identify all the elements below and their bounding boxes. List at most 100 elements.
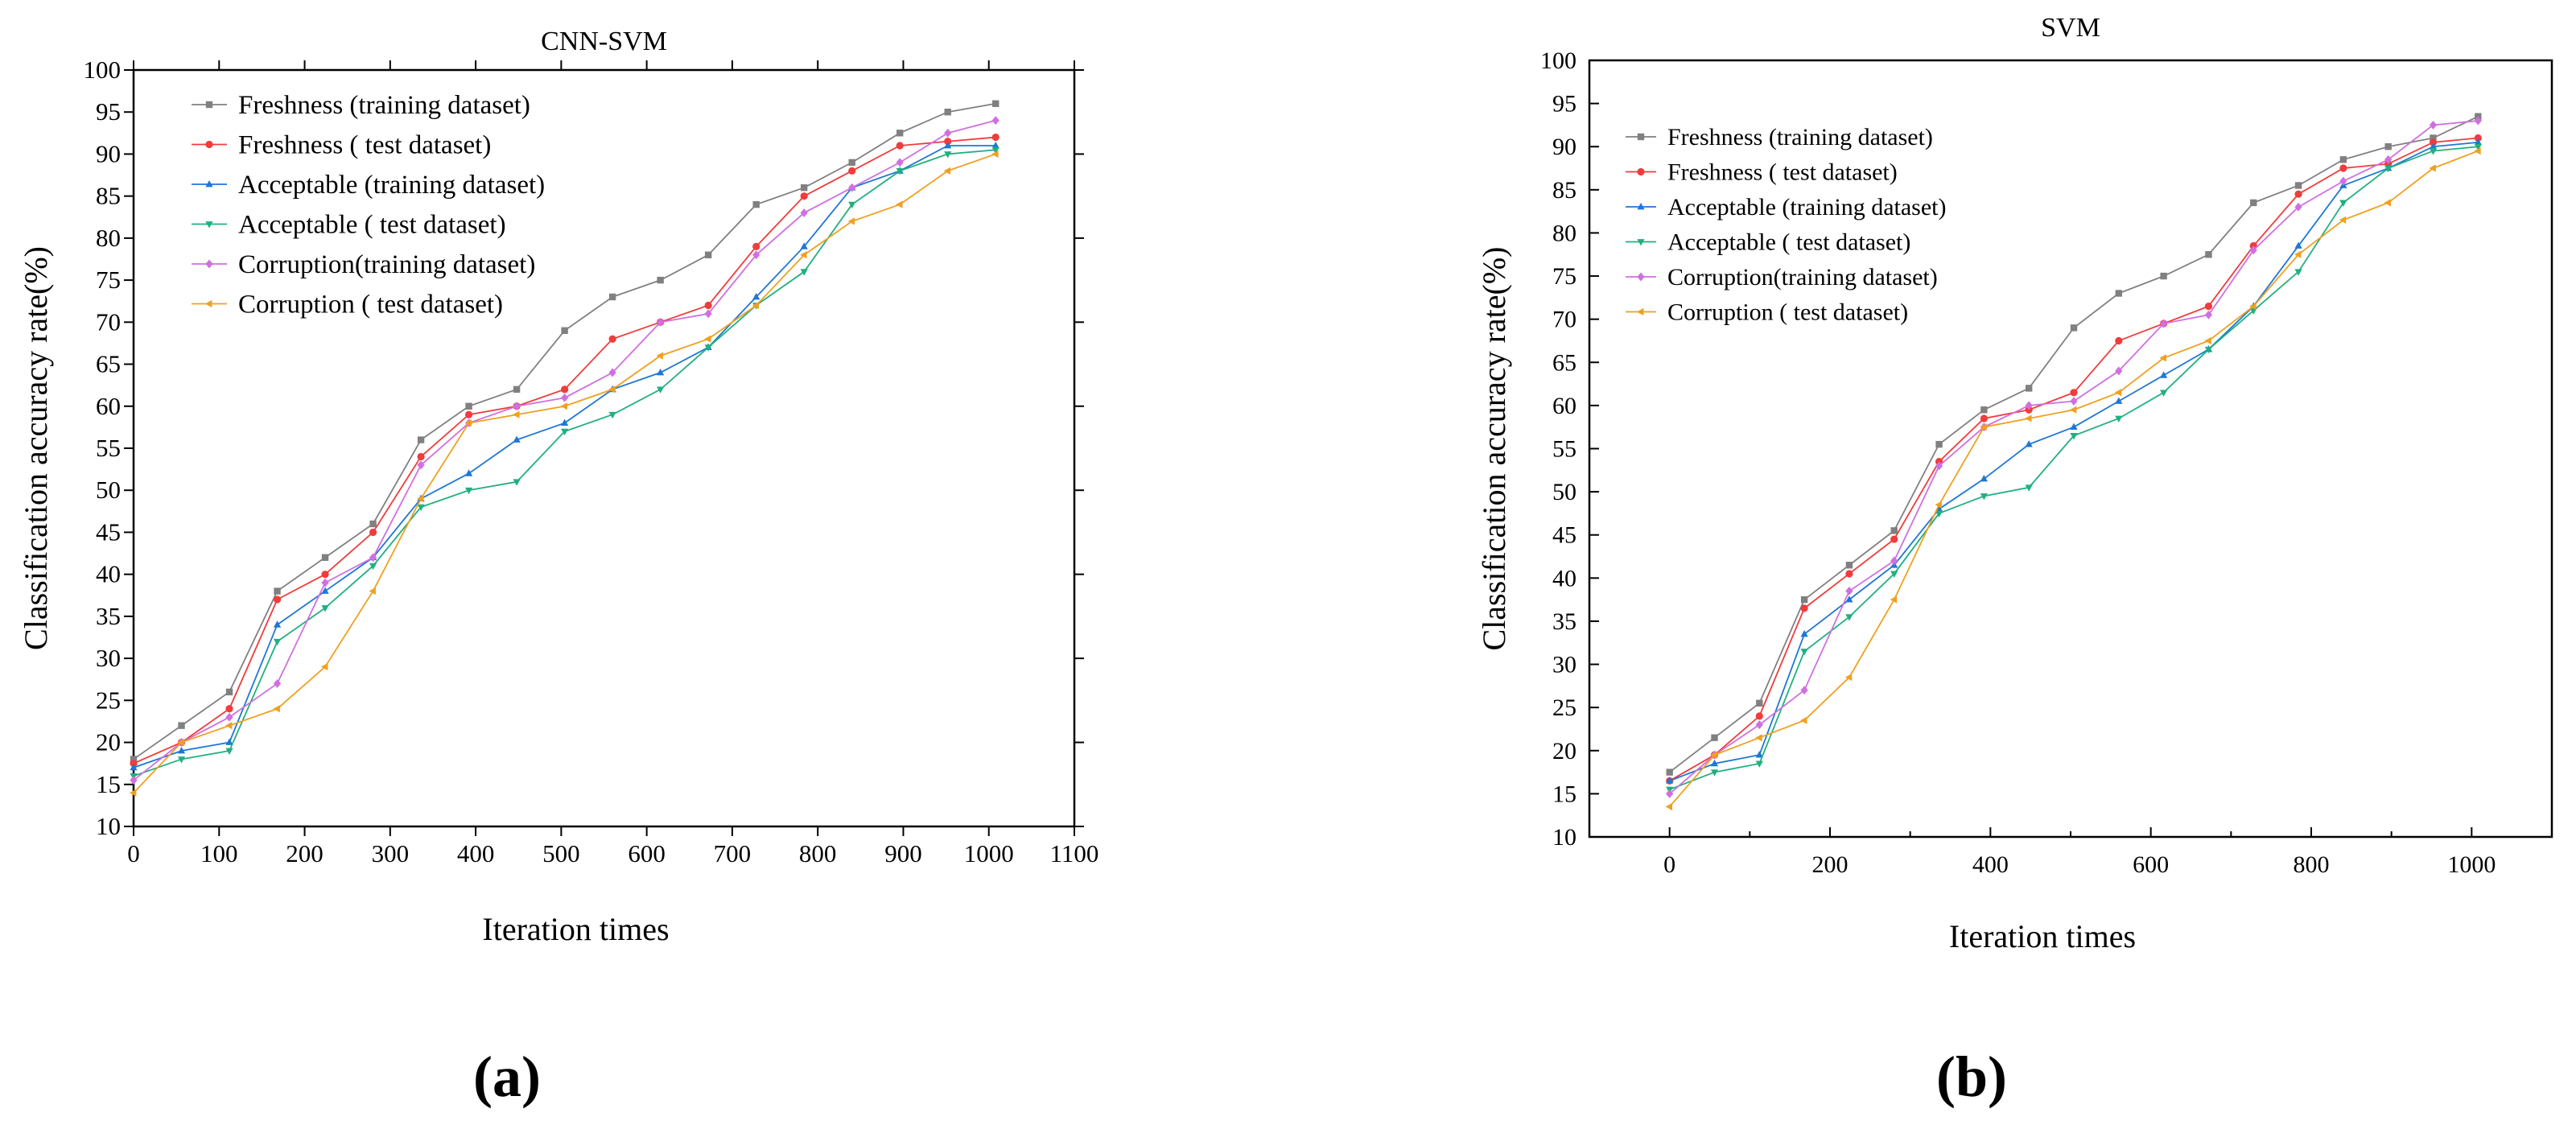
chart2-series-6-point bbox=[2025, 414, 2032, 422]
chart1-y-tick-label: 100 bbox=[84, 56, 122, 84]
chart1-y-tick-label: 10 bbox=[96, 812, 121, 840]
chart1-series-4-point bbox=[513, 479, 521, 486]
chart2-series-3-point bbox=[2159, 371, 2168, 378]
chart2-y-tick-label: 65 bbox=[1552, 349, 1577, 376]
chart2-y-tick-label: 90 bbox=[1552, 134, 1577, 160]
chart1-series-3-point bbox=[321, 587, 329, 594]
chart1-series-2-point bbox=[752, 242, 760, 250]
chart1-series-1-point bbox=[274, 587, 281, 595]
chart2-series-6-point bbox=[2249, 302, 2257, 311]
chart1-series-1-point bbox=[752, 200, 760, 208]
chart1-series-3-point bbox=[177, 746, 186, 754]
chart2-series-5-point bbox=[2070, 397, 2078, 406]
chart2-y-tick-label: 20 bbox=[1552, 738, 1577, 764]
chart1-series-4-point bbox=[704, 344, 712, 352]
chart2-series-4-point bbox=[2204, 346, 2213, 354]
chart2-legend-marker bbox=[1637, 239, 1645, 246]
chart2-series-5-point bbox=[2025, 401, 2033, 410]
chart2-series-4-point bbox=[1710, 769, 1719, 777]
chart2-series-5-point bbox=[1935, 461, 1943, 471]
chart2-y-tick-label: 100 bbox=[1540, 47, 1577, 74]
chart1-series-5-point bbox=[657, 317, 665, 327]
chart2-series-5-point bbox=[1845, 586, 1853, 595]
chart2-series-3-point bbox=[2025, 440, 2033, 447]
chart2-series-4-point bbox=[1890, 571, 1898, 579]
chart2-x-tick-label: 600 bbox=[2133, 851, 2169, 878]
chart1-series-2-point bbox=[848, 167, 856, 175]
chart1-series-6-point bbox=[608, 385, 616, 394]
chart1-series-4-point bbox=[896, 167, 904, 175]
chart1-y-tick-label: 70 bbox=[96, 307, 121, 336]
chart2-series-1-point bbox=[1845, 562, 1853, 569]
chart1-series-6-point bbox=[752, 301, 760, 310]
chart2-y-tick-label: 35 bbox=[1552, 608, 1577, 635]
chart2-series-2-point bbox=[2429, 138, 2438, 146]
chart2-series-1-point bbox=[2070, 324, 2078, 332]
chart2-series-1-point bbox=[1666, 769, 1673, 776]
chart2-series-1-point bbox=[1711, 734, 1718, 741]
chart1-series-6-point bbox=[943, 167, 951, 175]
chart2-y-tick-label: 30 bbox=[1552, 652, 1577, 678]
chart2-group: SVM 0 200 400 600 800 1000 10 15 20 25 30 35 40 45 50 55… bbox=[1476, 13, 2553, 1109]
chart2-series-6-point bbox=[2159, 354, 2166, 362]
chart2-series-5-point bbox=[1755, 720, 1763, 730]
chart1-x-tick-label: 600 bbox=[628, 839, 666, 867]
chart1-x-tick-label: 800 bbox=[799, 839, 837, 867]
chart1-series-1-point bbox=[369, 520, 377, 528]
chart1-series-5-point bbox=[321, 578, 329, 587]
chart1-series-6-point bbox=[225, 722, 233, 730]
chart1-y-tick-label: 50 bbox=[96, 476, 121, 504]
chart1-series-6-point bbox=[896, 200, 903, 208]
chart1-legend-entry: Acceptable (training dataset) bbox=[238, 171, 545, 200]
chart1-y-tick-label: 80 bbox=[96, 224, 121, 252]
chart2-series-4-point bbox=[2429, 148, 2438, 155]
chart1-series-6-point bbox=[369, 587, 376, 595]
chart1-series-6-point bbox=[656, 352, 663, 360]
chart1-series-4-point bbox=[464, 487, 473, 495]
chart2-series-5-point bbox=[2249, 245, 2257, 255]
chart2-series-6-point bbox=[2204, 336, 2211, 345]
chart2-y-tick-label: 95 bbox=[1552, 91, 1577, 117]
chart1-series-3-point bbox=[657, 368, 665, 376]
chart1-legend-entry: Corruption ( test dataset) bbox=[238, 291, 503, 319]
chart1-title: CNN-SVM bbox=[541, 27, 667, 56]
chart2-legend-entry: Acceptable (training dataset) bbox=[1667, 194, 1947, 220]
chart1-series-5-point bbox=[608, 368, 616, 377]
chart1-series-1-point bbox=[465, 402, 472, 410]
chart1-series-3-point bbox=[752, 292, 760, 300]
chart2-series-1-point bbox=[2250, 199, 2257, 207]
chart1-series-6-point bbox=[321, 662, 328, 671]
chart2-series-1-point bbox=[2294, 182, 2302, 189]
chart1-series-6-point bbox=[177, 738, 184, 747]
chart1-series-6-point bbox=[800, 251, 807, 259]
chart2-series-5-point bbox=[2429, 120, 2438, 130]
chart2-series-5-point bbox=[1800, 686, 1808, 695]
chart2-series-2-point bbox=[1890, 535, 1898, 543]
chart2-series-5-point bbox=[2339, 176, 2347, 186]
chart2-series-6-point bbox=[2429, 164, 2436, 172]
chart2-y-axis-label: Classification accuracy rate(%) bbox=[1476, 247, 1512, 651]
chart2-series-4-point bbox=[2474, 143, 2482, 151]
chart2-series-1-point bbox=[2384, 143, 2392, 150]
chart2-series-6-point bbox=[1844, 674, 1853, 682]
chart1-series-1-point bbox=[608, 293, 616, 301]
chart1-series-2-point bbox=[130, 760, 138, 768]
chart2-y-tick-label: 75 bbox=[1552, 263, 1577, 290]
chart2-legend-marker bbox=[1637, 167, 1645, 176]
chart1-series-5-point bbox=[752, 250, 760, 260]
chart2-series-1-point bbox=[1980, 406, 1988, 414]
chart2-y-tick-label: 50 bbox=[1552, 479, 1577, 505]
chart2-series-6-point bbox=[1890, 595, 1898, 604]
chart2-series-2-point bbox=[2070, 389, 2078, 397]
chart1-x-tick-label: 400 bbox=[457, 839, 495, 867]
chart2-legend-entry: Freshness (training dataset) bbox=[1667, 124, 1933, 150]
chart2-series-4-point bbox=[1845, 614, 1853, 621]
chart1-series-2-point bbox=[896, 142, 904, 150]
chart2-series-2-point bbox=[1755, 712, 1763, 720]
chart1-panel-label: (a) bbox=[473, 1045, 541, 1109]
chart2-series-6-point bbox=[2474, 146, 2481, 155]
chart1-y-tick-label: 85 bbox=[96, 182, 121, 210]
chart1-y-tick-label: 35 bbox=[96, 602, 121, 630]
chart2-series-3-point bbox=[2115, 397, 2123, 404]
chart1-y-tick-label: 60 bbox=[96, 392, 121, 420]
